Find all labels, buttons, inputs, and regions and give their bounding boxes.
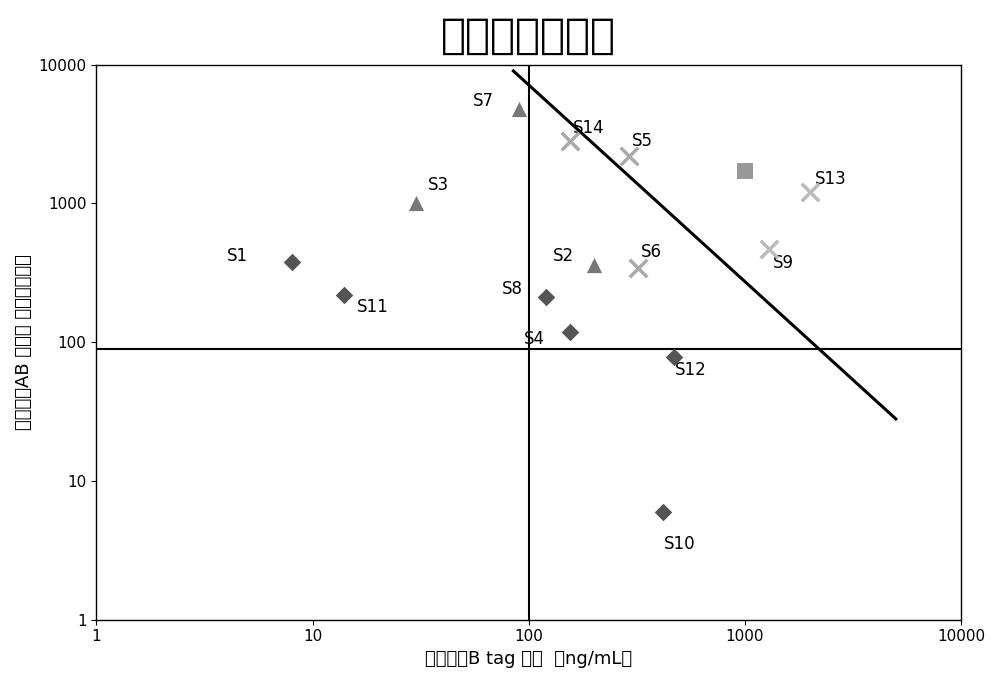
Text: S3: S3: [427, 176, 449, 195]
Text: S6: S6: [641, 242, 662, 260]
Text: S10: S10: [663, 535, 695, 553]
Point: [511, 103, 527, 114]
Text: S9: S9: [773, 254, 794, 273]
Text: S1: S1: [227, 247, 248, 265]
Text: S14: S14: [573, 119, 604, 137]
Point: [621, 150, 637, 161]
Text: S13: S13: [814, 170, 846, 188]
Title: 样品分组示意图: 样品分组示意图: [441, 15, 616, 57]
Text: S2: S2: [553, 247, 574, 265]
Text: S7: S7: [473, 92, 494, 110]
Point: [408, 198, 424, 209]
Point: [802, 187, 818, 198]
Point: [655, 506, 671, 517]
Point: [586, 260, 602, 270]
X-axis label: 重组蛋白B tag 浓度  （ng/mL）: 重组蛋白B tag 浓度 （ng/mL）: [425, 650, 632, 668]
Text: S4: S4: [524, 331, 545, 348]
Point: [336, 289, 352, 300]
Point: [666, 352, 682, 363]
Y-axis label: 重组蛋白AB 结合体 荧光信号比值: 重组蛋白AB 结合体 荧光信号比值: [15, 254, 33, 430]
Point: [562, 326, 578, 337]
Point: [630, 263, 646, 274]
Text: S5: S5: [632, 133, 653, 150]
Text: S12: S12: [675, 361, 707, 379]
Point: [284, 256, 300, 267]
Text: S8: S8: [502, 281, 523, 298]
Text: S11: S11: [357, 298, 388, 316]
Point: [761, 243, 777, 254]
Point: [737, 166, 753, 177]
Point: [562, 136, 578, 147]
Point: [538, 292, 554, 303]
